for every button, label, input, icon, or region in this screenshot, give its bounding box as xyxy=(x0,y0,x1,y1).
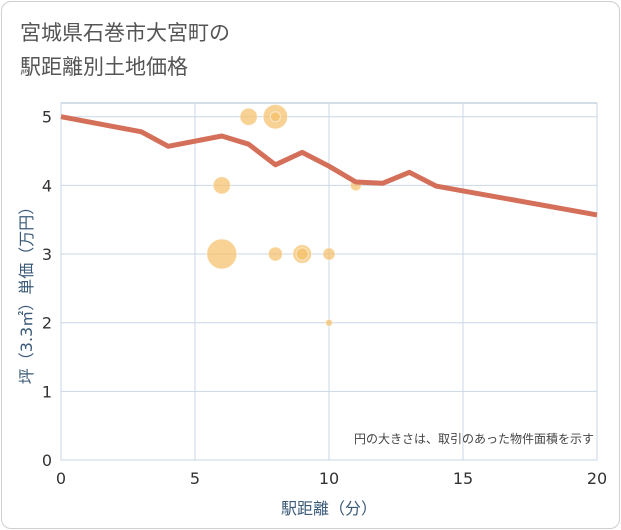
bubbles xyxy=(206,103,362,327)
data-bubble xyxy=(212,176,231,195)
grid xyxy=(60,102,598,461)
x-axis-title: 駅距離（分） xyxy=(281,499,377,518)
y-tick-label: 0 xyxy=(42,451,52,470)
data-bubble xyxy=(267,246,283,262)
data-bubble xyxy=(269,111,281,123)
trend-line-layer xyxy=(60,114,598,218)
data-bubble xyxy=(324,318,334,327)
x-tick-label: 10 xyxy=(319,469,339,488)
chart-annotation: 円の大きさは、取引のあった物件面積を示す xyxy=(354,431,594,446)
y-tick-label: 1 xyxy=(42,382,52,401)
x-tick-label: 20 xyxy=(587,469,607,488)
data-bubble xyxy=(295,247,309,261)
y-tick-label: 2 xyxy=(42,314,52,333)
x-tick-label: 15 xyxy=(453,469,473,488)
y-axis-title: 坪（3.3㎡）単価（万円） xyxy=(17,199,36,384)
x-tick-label: 5 xyxy=(190,469,200,488)
data-bubble xyxy=(239,107,258,126)
x-tick-label: 0 xyxy=(56,469,66,488)
y-tick-label: 4 xyxy=(42,176,52,195)
y-tick-label: 5 xyxy=(42,108,52,127)
axes: 0 1 2 3 4 5 0 5 10 15 20 xyxy=(42,108,607,488)
data-bubble xyxy=(206,238,238,270)
chart-title: 宮城県石巻市大宮町の 駅距離別土地価格 xyxy=(20,21,230,79)
y-tick-label: 3 xyxy=(42,245,52,264)
data-bubble xyxy=(322,247,336,261)
trend-line xyxy=(60,114,598,218)
